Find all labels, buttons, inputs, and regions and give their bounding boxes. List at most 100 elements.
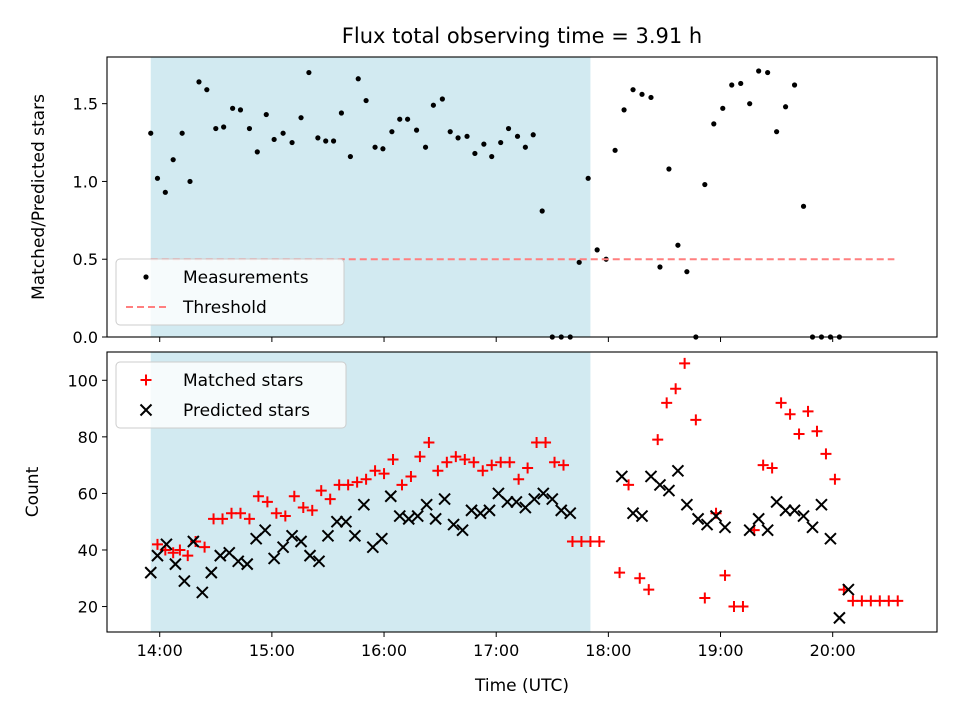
data-point	[267, 552, 281, 565]
legend-label: Measurements	[183, 268, 309, 288]
data-point	[315, 135, 321, 141]
data-point	[404, 116, 411, 122]
data-point	[775, 397, 787, 409]
data-point	[246, 125, 253, 132]
data-point	[729, 82, 735, 88]
legend-label: Predicted stars	[183, 401, 310, 421]
data-point	[501, 495, 514, 509]
data-point	[294, 535, 308, 548]
data-point	[793, 428, 805, 440]
x-tick-label: 20:00	[810, 641, 856, 660]
data-point	[389, 129, 395, 135]
data-point	[648, 94, 654, 101]
data-point	[357, 498, 371, 511]
data-point	[258, 523, 272, 537]
data-point	[829, 473, 841, 485]
data-point	[558, 459, 569, 471]
plot-frame	[106, 56, 938, 338]
legend-label: Matched stars	[183, 371, 303, 391]
data-point	[187, 178, 193, 185]
data-point	[465, 504, 478, 517]
data-point	[306, 69, 312, 76]
data-point	[179, 130, 185, 136]
data-point	[213, 125, 219, 132]
data-point	[747, 101, 753, 107]
data-point	[612, 147, 618, 153]
data-point	[151, 549, 164, 562]
data-point	[237, 107, 244, 113]
y-tick-label: 80	[78, 428, 98, 447]
data-point	[675, 242, 681, 248]
data-point	[691, 512, 705, 526]
data-point	[411, 509, 424, 523]
data-point	[396, 479, 408, 491]
data-point	[450, 451, 462, 463]
data-point	[791, 82, 798, 88]
data-point	[621, 107, 627, 113]
legend-swatch	[143, 274, 149, 280]
data-point	[540, 437, 552, 449]
data-point	[555, 504, 568, 517]
data-point	[564, 507, 577, 520]
data-point	[684, 269, 690, 275]
data-point	[702, 181, 708, 188]
data-point	[214, 549, 227, 562]
data-point	[820, 448, 832, 460]
data-point	[169, 557, 182, 571]
data-point	[413, 127, 420, 133]
data-point	[481, 141, 487, 147]
data-point	[756, 68, 762, 74]
data-point	[468, 456, 480, 468]
data-point	[464, 133, 470, 139]
data-point	[339, 515, 353, 528]
data-point	[243, 513, 255, 525]
legend: Measurements Threshold	[115, 258, 345, 326]
data-point	[522, 462, 534, 474]
data-point	[643, 584, 655, 596]
series-measurements	[148, 68, 843, 340]
legend: Matched stars Predicted stars	[115, 361, 347, 429]
data-point	[196, 586, 209, 599]
data-point	[297, 502, 309, 514]
data-point	[205, 566, 218, 579]
data-point	[312, 555, 326, 568]
data-point	[148, 130, 154, 136]
data-point	[661, 397, 673, 409]
data-point	[154, 175, 161, 181]
data-point	[234, 507, 246, 519]
data-point	[230, 105, 236, 111]
data-point	[170, 157, 176, 163]
data-point	[429, 512, 442, 526]
data-point	[369, 465, 381, 477]
data-point	[537, 487, 550, 500]
data-point	[355, 76, 361, 82]
data-point	[483, 504, 496, 517]
data-point	[634, 572, 646, 584]
y-tick-label: 1.5	[73, 95, 98, 114]
data-point	[430, 102, 436, 108]
chart-title: Flux total observing time = 3.91 h	[342, 24, 702, 48]
data-point	[324, 493, 336, 505]
data-point	[811, 425, 823, 437]
data-point	[285, 529, 299, 543]
data-point	[190, 535, 202, 547]
data-point	[151, 538, 163, 550]
data-point	[720, 105, 726, 111]
data-point	[522, 144, 528, 150]
x-tick-label: 17:00	[473, 641, 519, 660]
data-point	[204, 87, 210, 93]
data-point	[363, 97, 369, 104]
y-tick-label: 40	[78, 541, 98, 560]
data-point	[187, 535, 200, 548]
data-point	[351, 476, 363, 488]
data-point	[779, 504, 792, 517]
data-point	[280, 130, 286, 136]
data-point	[593, 535, 605, 547]
data-point	[182, 550, 194, 562]
data-point	[298, 115, 304, 121]
data-point	[306, 504, 318, 516]
data-point	[679, 357, 691, 369]
x-axis-label: Time (UTC)	[474, 676, 569, 696]
data-point	[784, 408, 796, 420]
data-point	[630, 87, 636, 93]
